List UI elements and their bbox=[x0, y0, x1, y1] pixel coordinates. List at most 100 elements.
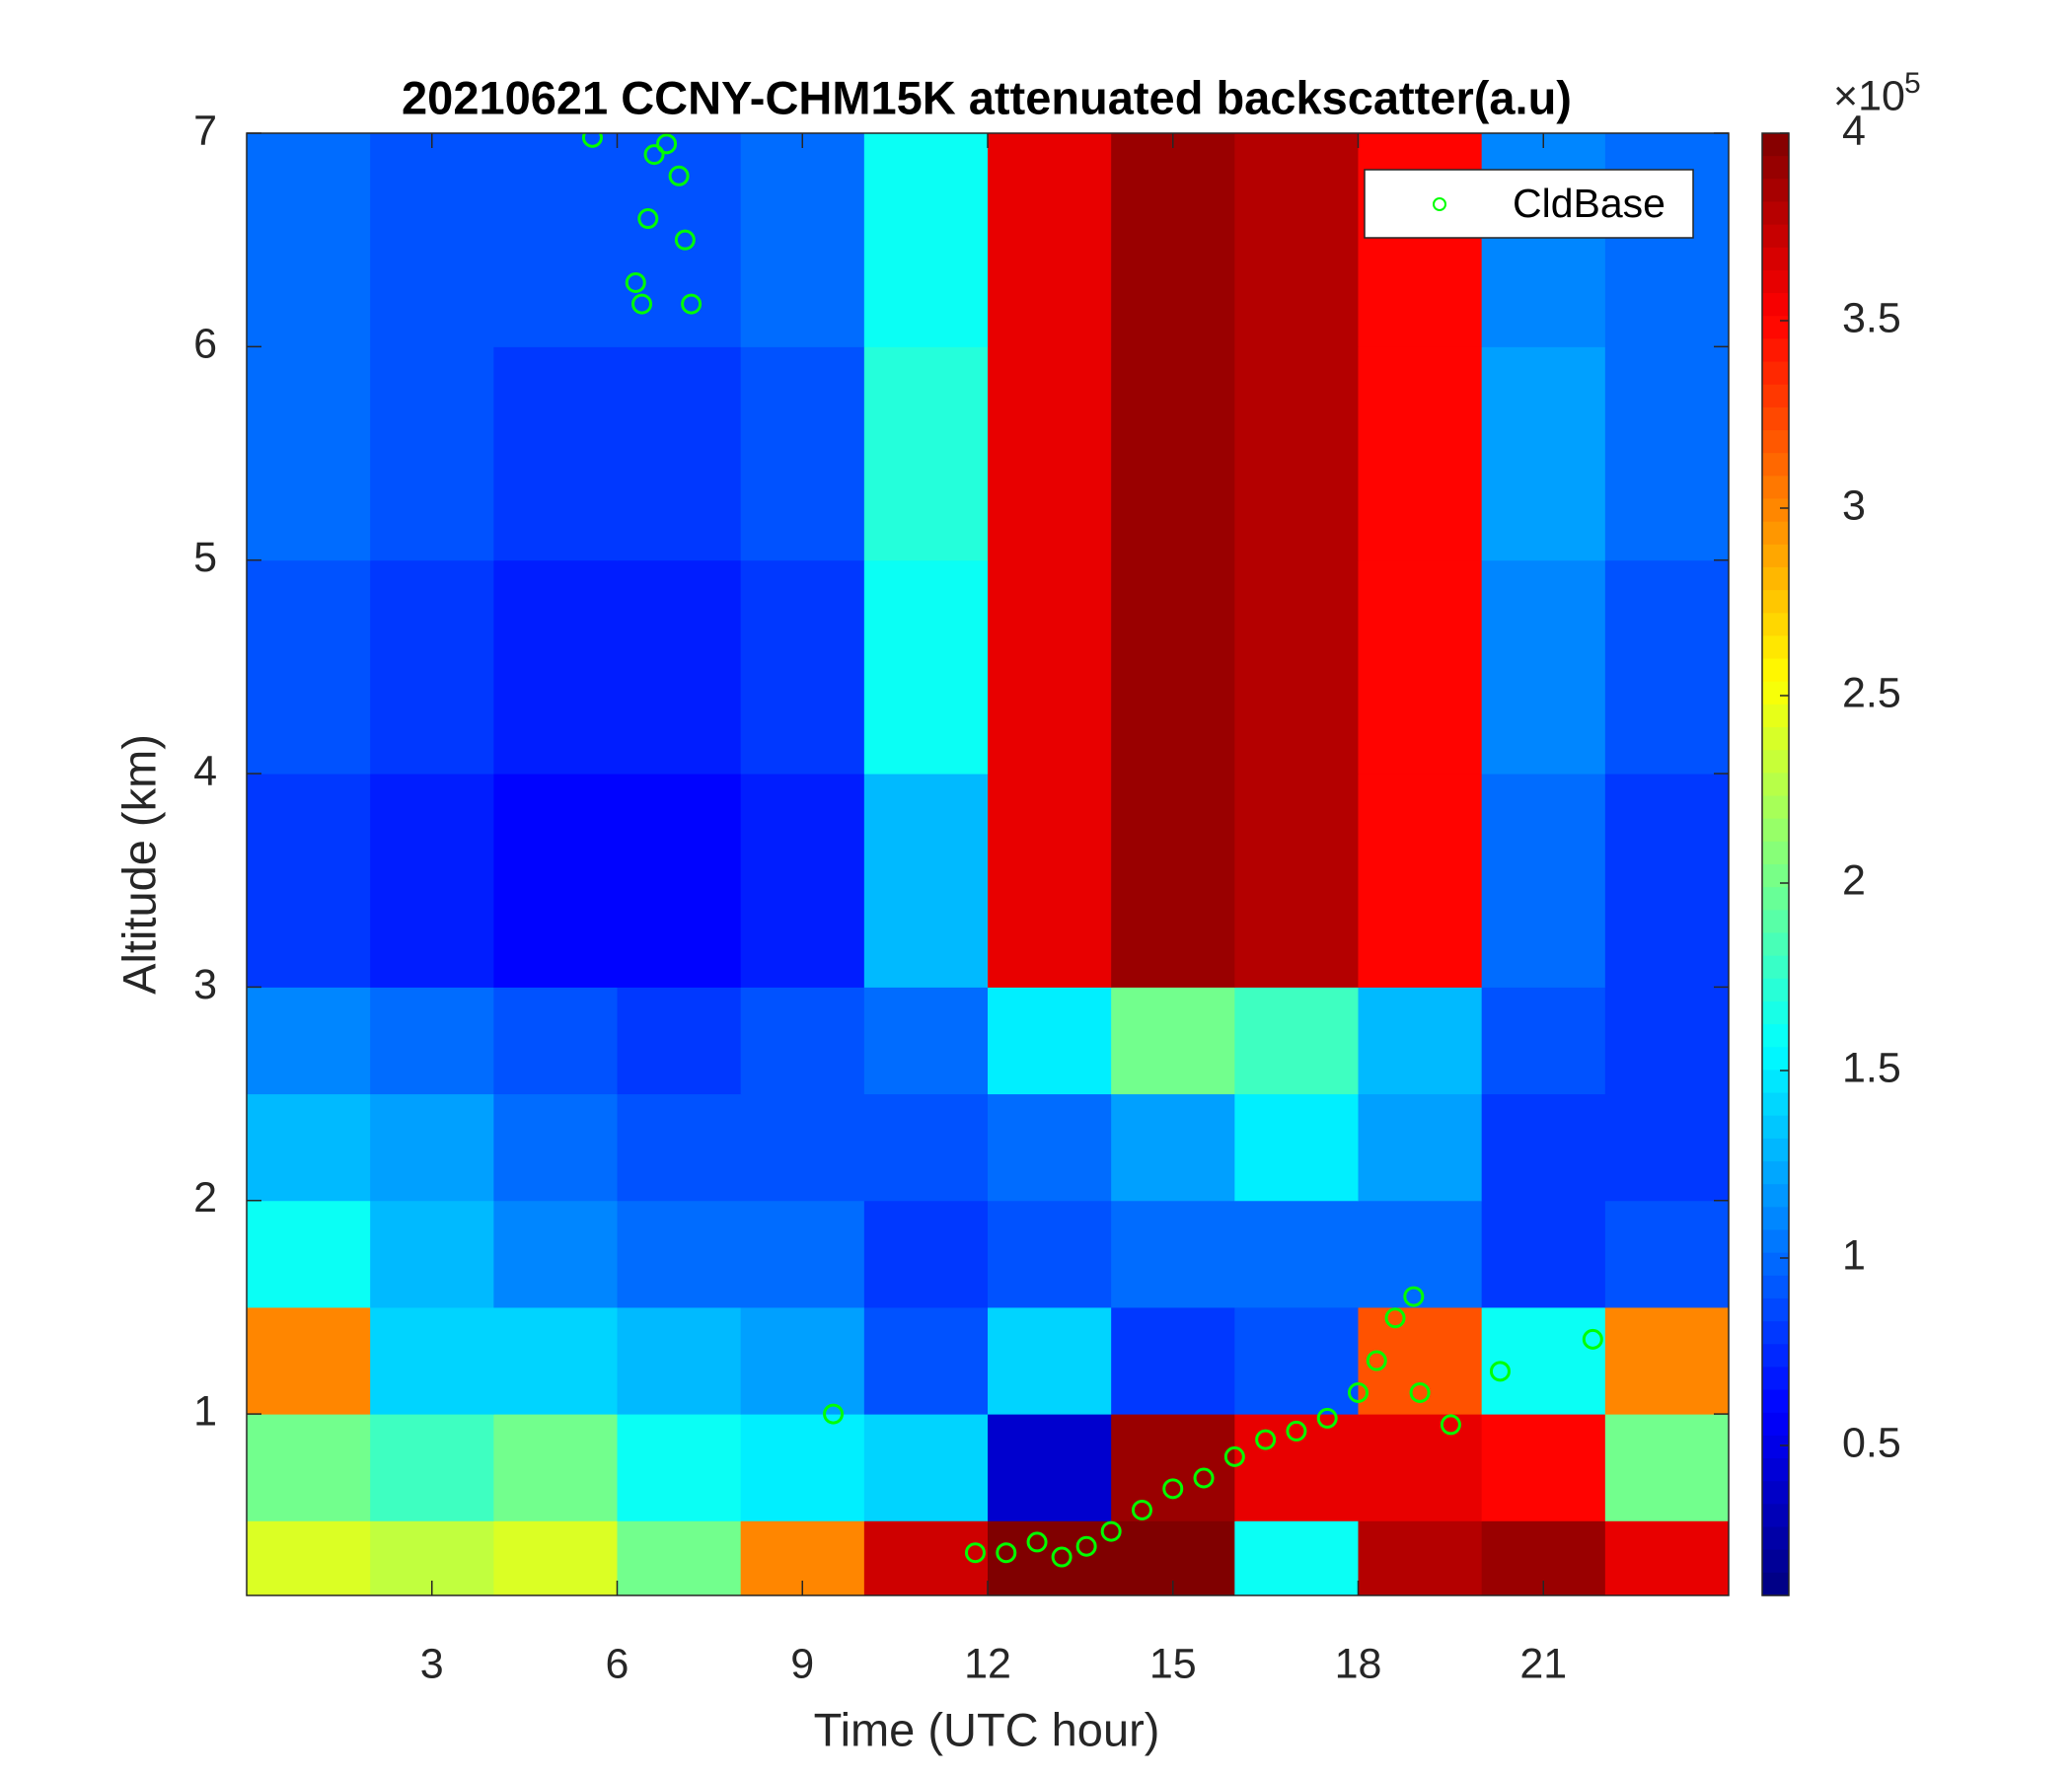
heat-cell bbox=[988, 559, 1112, 775]
y-tick-label: 7 bbox=[193, 107, 217, 154]
colorbar-step bbox=[1762, 293, 1789, 317]
colorbar-step bbox=[1762, 521, 1789, 546]
y-tick-label: 6 bbox=[193, 321, 217, 368]
heat-cell bbox=[740, 987, 865, 1095]
heat-cell bbox=[1481, 1200, 1606, 1308]
heat-cell bbox=[1604, 987, 1729, 1095]
heat-cell bbox=[863, 987, 989, 1095]
colorbar-step bbox=[1762, 1184, 1789, 1208]
heat-cell bbox=[988, 1200, 1112, 1308]
heat-cell bbox=[617, 1306, 742, 1415]
legend-label: CldBase bbox=[1513, 181, 1665, 226]
heat-cell bbox=[1234, 987, 1359, 1095]
heat-cell bbox=[1358, 1414, 1483, 1521]
heat-cell bbox=[247, 1520, 371, 1595]
colorbar-step bbox=[1762, 1275, 1789, 1299]
colorbar-step bbox=[1762, 955, 1789, 980]
heat-cell bbox=[1111, 346, 1235, 561]
y-tick-label: 4 bbox=[193, 747, 217, 794]
heat-cell bbox=[493, 133, 618, 347]
heat-cell bbox=[370, 774, 494, 988]
colorbar-step bbox=[1762, 1297, 1789, 1322]
heat-cell bbox=[493, 1093, 618, 1202]
colorbar-step bbox=[1762, 133, 1789, 157]
heat-cell bbox=[493, 1520, 618, 1595]
heat-cell bbox=[370, 346, 494, 561]
heat-cell bbox=[247, 1414, 371, 1521]
colorbar-step bbox=[1762, 727, 1789, 751]
cloud-base-point bbox=[1489, 1361, 1511, 1382]
heat-cell bbox=[617, 559, 742, 775]
x-tick-label: 9 bbox=[790, 1640, 814, 1687]
heat-cell bbox=[1358, 133, 1483, 347]
cloud-base-point bbox=[964, 1542, 986, 1564]
colorbar-step bbox=[1762, 361, 1789, 386]
heat-cell bbox=[370, 1414, 494, 1521]
colorbar-step bbox=[1762, 1000, 1789, 1025]
colorbar-step bbox=[1762, 156, 1789, 180]
cloud-base-point bbox=[625, 271, 646, 293]
heat-cell bbox=[1111, 1306, 1235, 1415]
cloud-base-point bbox=[1582, 1328, 1603, 1350]
heat-cell bbox=[1604, 1520, 1729, 1595]
heat-cell bbox=[1234, 1200, 1359, 1308]
heat-cell bbox=[247, 774, 371, 988]
heat-cell bbox=[1358, 346, 1483, 561]
heat-cell bbox=[988, 346, 1112, 561]
heat-cell bbox=[247, 133, 371, 347]
heat-cell bbox=[988, 1306, 1112, 1415]
colorbar-step bbox=[1762, 224, 1789, 249]
heat-cell bbox=[1358, 1093, 1483, 1202]
heat-cell bbox=[863, 1414, 989, 1521]
heat-cell bbox=[1604, 1200, 1729, 1308]
cloud-base-point bbox=[1223, 1445, 1245, 1467]
cloud-base-point bbox=[1384, 1307, 1406, 1329]
heat-cell bbox=[1358, 1520, 1483, 1595]
x-tick-label: 21 bbox=[1519, 1640, 1567, 1687]
colorbar-step bbox=[1762, 430, 1789, 454]
heat-cell bbox=[863, 774, 989, 988]
heat-cell bbox=[988, 774, 1112, 988]
heat-cell bbox=[863, 1093, 989, 1202]
heat-cell bbox=[1234, 346, 1359, 561]
cloud-base-point bbox=[823, 1403, 845, 1425]
heat-cell bbox=[1234, 133, 1359, 347]
colorbar-step bbox=[1762, 750, 1789, 774]
colorbar-step bbox=[1762, 316, 1789, 340]
colorbar-step bbox=[1762, 1458, 1789, 1482]
heat-cell bbox=[617, 346, 742, 561]
heat-cell bbox=[988, 1520, 1112, 1595]
heat-cell bbox=[247, 987, 371, 1095]
colorbar-tick-label: 1 bbox=[1842, 1231, 1866, 1279]
colorbar-step bbox=[1762, 566, 1789, 591]
colorbar-tick-label: 4 bbox=[1842, 107, 1866, 154]
heat-cell bbox=[1234, 559, 1359, 775]
colorbar-step bbox=[1762, 841, 1789, 865]
colorbar-step bbox=[1762, 1367, 1789, 1391]
heat-cell bbox=[988, 1414, 1112, 1521]
heat-cell bbox=[1111, 559, 1235, 775]
x-tick-label: 3 bbox=[420, 1640, 444, 1687]
cloud-base-point bbox=[1162, 1478, 1184, 1500]
x-axis-label: Time (UTC hour) bbox=[814, 1703, 1160, 1755]
colorbar-step bbox=[1762, 795, 1789, 820]
legend-marker bbox=[1433, 197, 1446, 211]
colorbar-step bbox=[1762, 247, 1789, 271]
colorbar-step bbox=[1762, 1092, 1789, 1117]
colorbar-step bbox=[1762, 910, 1789, 934]
cloud-base-point bbox=[1366, 1350, 1387, 1371]
heat-cell bbox=[370, 1093, 494, 1202]
heat-cell bbox=[617, 987, 742, 1095]
colorbar-step bbox=[1762, 1321, 1789, 1345]
colorbar-step bbox=[1762, 1138, 1789, 1162]
heat-cell bbox=[1358, 987, 1483, 1095]
heat-cell bbox=[1111, 987, 1235, 1095]
cloud-base-points bbox=[581, 133, 1603, 1568]
heat-cell bbox=[740, 774, 865, 988]
colorbar-step bbox=[1762, 201, 1789, 226]
heat-cell bbox=[1481, 987, 1606, 1095]
heat-cell bbox=[988, 987, 1112, 1095]
colorbar-step bbox=[1762, 1024, 1789, 1048]
colorbar-step bbox=[1762, 658, 1789, 683]
colorbar-step bbox=[1762, 635, 1789, 660]
